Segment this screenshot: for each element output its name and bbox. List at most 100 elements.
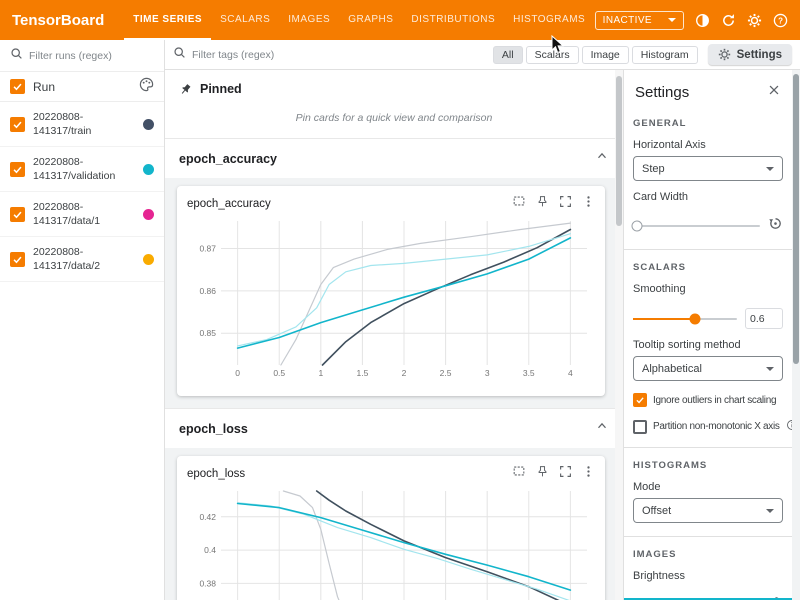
chevron-up-icon[interactable] [595, 419, 609, 438]
refresh-icon[interactable] [721, 13, 736, 28]
smoothing-label: Smoothing [633, 283, 783, 295]
run-row[interactable]: 20220808-141317/validation [0, 147, 164, 192]
run-name: 20220808-141317/train [33, 110, 135, 138]
smoothing-slider[interactable] [633, 318, 737, 320]
chip-scalars[interactable]: Scalars [526, 46, 579, 64]
run-row[interactable]: 20220808-141317/train [0, 102, 164, 147]
run-checkbox[interactable] [10, 252, 25, 267]
histogram-mode-select[interactable]: Offset [633, 498, 783, 523]
app-bar: TensorBoard TIME SERIES SCALARS IMAGES G… [0, 0, 800, 40]
card-title: epoch_accuracy [187, 198, 271, 210]
close-icon[interactable] [767, 83, 781, 102]
pinned-empty-hint: Pin cards for a quick view and compariso… [165, 104, 623, 139]
fullscreen-icon[interactable] [559, 195, 572, 213]
fit-domain-icon[interactable] [512, 464, 526, 483]
chip-image[interactable]: Image [582, 46, 629, 64]
pin-icon [176, 80, 194, 98]
main-scrollbar[interactable] [615, 70, 623, 600]
runs-sidebar: Run 20220808-141317/train 20220808-14131… [0, 40, 165, 600]
run-name: 20220808-141317/data/2 [33, 245, 135, 273]
settings-button[interactable]: Settings [708, 44, 792, 65]
card-zone: epoch_accuracy 00.511.522.533.540.850.86… [165, 178, 623, 409]
run-checkbox[interactable] [10, 117, 25, 132]
run-list-header: Run [0, 72, 164, 102]
run-color-dot [143, 254, 154, 265]
tab-graphs[interactable]: GRAPHS [339, 0, 402, 40]
pin-card-icon[interactable] [536, 465, 549, 483]
run-row[interactable]: 20220808-141317/data/1 [0, 192, 164, 237]
more-options-icon[interactable] [582, 195, 595, 213]
chevron-up-icon[interactable] [595, 149, 609, 168]
settings-scrollbar-thumb[interactable] [793, 74, 799, 364]
tooltip-sorting-value: Alphabetical [642, 363, 702, 375]
smoothing-input[interactable] [745, 308, 783, 329]
section-header-epoch-loss[interactable]: epoch_loss [165, 409, 623, 448]
run-color-dot [143, 164, 154, 175]
pin-card-icon[interactable] [536, 195, 549, 213]
run-color-dot [143, 119, 154, 130]
tooltip-sorting-select[interactable]: Alphabetical [633, 356, 783, 381]
svg-text:0.5: 0.5 [273, 368, 285, 378]
reset-icon[interactable] [768, 216, 783, 236]
svg-text:0.86: 0.86 [199, 286, 216, 296]
settings-scrollbar[interactable] [792, 70, 800, 600]
filter-runs-box [0, 40, 164, 72]
tab-scalars[interactable]: SCALARS [211, 0, 279, 40]
pinned-section-header: Pinned [165, 70, 623, 104]
svg-text:0: 0 [235, 368, 240, 378]
scalar-card-epoch-accuracy: epoch_accuracy 00.511.522.533.540.850.86… [177, 186, 605, 396]
reload-status-value: INACTIVE [603, 15, 652, 26]
brightness-label: Brightness [633, 570, 783, 582]
chevron-down-icon [668, 18, 676, 22]
run-checkbox[interactable] [10, 207, 25, 222]
tab-time-series[interactable]: TIME SERIES [124, 0, 211, 40]
fullscreen-icon[interactable] [559, 465, 572, 483]
tab-images[interactable]: IMAGES [279, 0, 339, 40]
epoch-accuracy-chart[interactable]: 00.511.522.533.540.850.860.87 [187, 215, 595, 388]
histogram-mode-value: Offset [642, 505, 671, 517]
gear-icon[interactable] [747, 13, 762, 28]
tab-histograms[interactable]: HISTOGRAMS [504, 0, 594, 40]
palette-icon[interactable] [139, 77, 154, 97]
contrast-icon[interactable] [695, 13, 710, 28]
section-title: epoch_loss [179, 422, 248, 436]
chip-histogram[interactable]: Histogram [632, 46, 698, 64]
ignore-outliers-checkbox[interactable] [633, 393, 647, 407]
run-row[interactable]: 20220808-141317/data/2 [0, 237, 164, 282]
horizontal-axis-label: Horizontal Axis [633, 139, 783, 151]
svg-text:1.5: 1.5 [356, 368, 368, 378]
run-master-checkbox[interactable] [10, 79, 25, 94]
tab-distributions[interactable]: DISTRIBUTIONS [402, 0, 504, 40]
cards-panel: Pinned Pin cards for a quick view and co… [165, 70, 624, 600]
help-icon[interactable]: ? [773, 13, 788, 28]
histogram-mode-label: Mode [633, 481, 783, 493]
section-title: epoch_accuracy [179, 152, 277, 166]
more-options-icon[interactable] [582, 465, 595, 483]
pinned-title: Pinned [200, 82, 242, 96]
horizontal-axis-select[interactable]: Step [633, 156, 783, 181]
chip-all[interactable]: All [493, 46, 523, 64]
main-scrollbar-thumb[interactable] [616, 76, 622, 226]
filter-runs-input[interactable] [29, 50, 154, 62]
svg-text:3: 3 [485, 368, 490, 378]
reload-status-select[interactable]: INACTIVE [595, 11, 684, 30]
tag-type-chips: All Scalars Image Histogram [493, 46, 698, 64]
settings-group-general: GENERAL [633, 118, 783, 129]
run-checkbox[interactable] [10, 162, 25, 177]
app-logo: TensorBoard [12, 12, 104, 29]
epoch-loss-chart[interactable]: 00.511.522.533.540.360.380.40.42 [187, 485, 595, 600]
partition-x-axis-checkbox[interactable] [633, 420, 647, 434]
filter-tags-input[interactable] [192, 49, 487, 61]
section-header-epoch-accuracy[interactable]: epoch_accuracy [165, 139, 623, 178]
svg-text:2.5: 2.5 [440, 368, 452, 378]
tag-filter-bar: All Scalars Image Histogram Settings [165, 40, 800, 70]
card-width-label: Card Width [633, 191, 783, 203]
card-width-slider[interactable] [633, 225, 760, 227]
tooltip-sorting-label: Tooltip sorting method [633, 339, 783, 351]
search-icon [173, 46, 186, 64]
run-color-dot [143, 209, 154, 220]
settings-group-histograms: HISTOGRAMS [633, 460, 783, 471]
settings-button-label: Settings [737, 49, 782, 61]
search-icon [10, 47, 23, 65]
fit-domain-icon[interactable] [512, 194, 526, 213]
